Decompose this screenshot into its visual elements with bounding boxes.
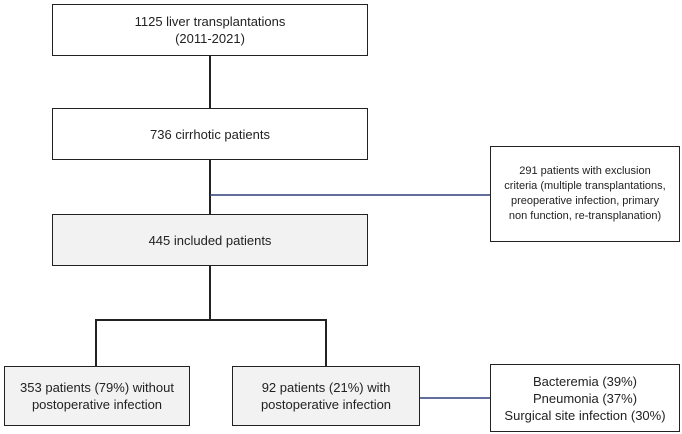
node-text: Surgical site infection (30%) (504, 407, 666, 423)
node-text: 1125 liver transplantations (134, 14, 286, 29)
node-exclusion: 291 patients with exclusion criteria (mul… (490, 146, 680, 242)
node-text: 92 patients (21%) with (261, 380, 391, 395)
node-text: Bacteremia (39%) (532, 373, 638, 389)
node-included: 445 included patients (52, 214, 368, 266)
node-text: non function, re-transplanation) (508, 210, 662, 222)
node-text: Pneumonia (37%) (532, 390, 638, 406)
node-text: postoperative infection (260, 397, 392, 412)
node-text: 445 included patients (148, 232, 272, 248)
node-text: 291 patients with exclusion (519, 165, 651, 177)
node-with-infection: 92 patients (21%) with postoperative infe… (232, 366, 420, 426)
node-text: 353 patients (79%) without (20, 380, 174, 395)
node-text: postoperative infection (31, 397, 163, 412)
node-text: 736 cirrhotic patients (150, 126, 270, 142)
node-infection-types: Bacteremia (39%) Pneumonia (37%) Surgical … (490, 364, 680, 432)
node-text: (2011-2021) (175, 31, 245, 46)
node-without-infection: 353 patients (79%) without postoperative … (4, 366, 190, 426)
node-text: criteria (multiple transplantations, (504, 180, 666, 192)
node-text: preoperative infection, primary (511, 195, 659, 207)
node-cirrhotic: 736 cirrhotic patients (52, 108, 368, 160)
node-transplantations: 1125 liver transplantations (2011-2021) (52, 4, 368, 56)
